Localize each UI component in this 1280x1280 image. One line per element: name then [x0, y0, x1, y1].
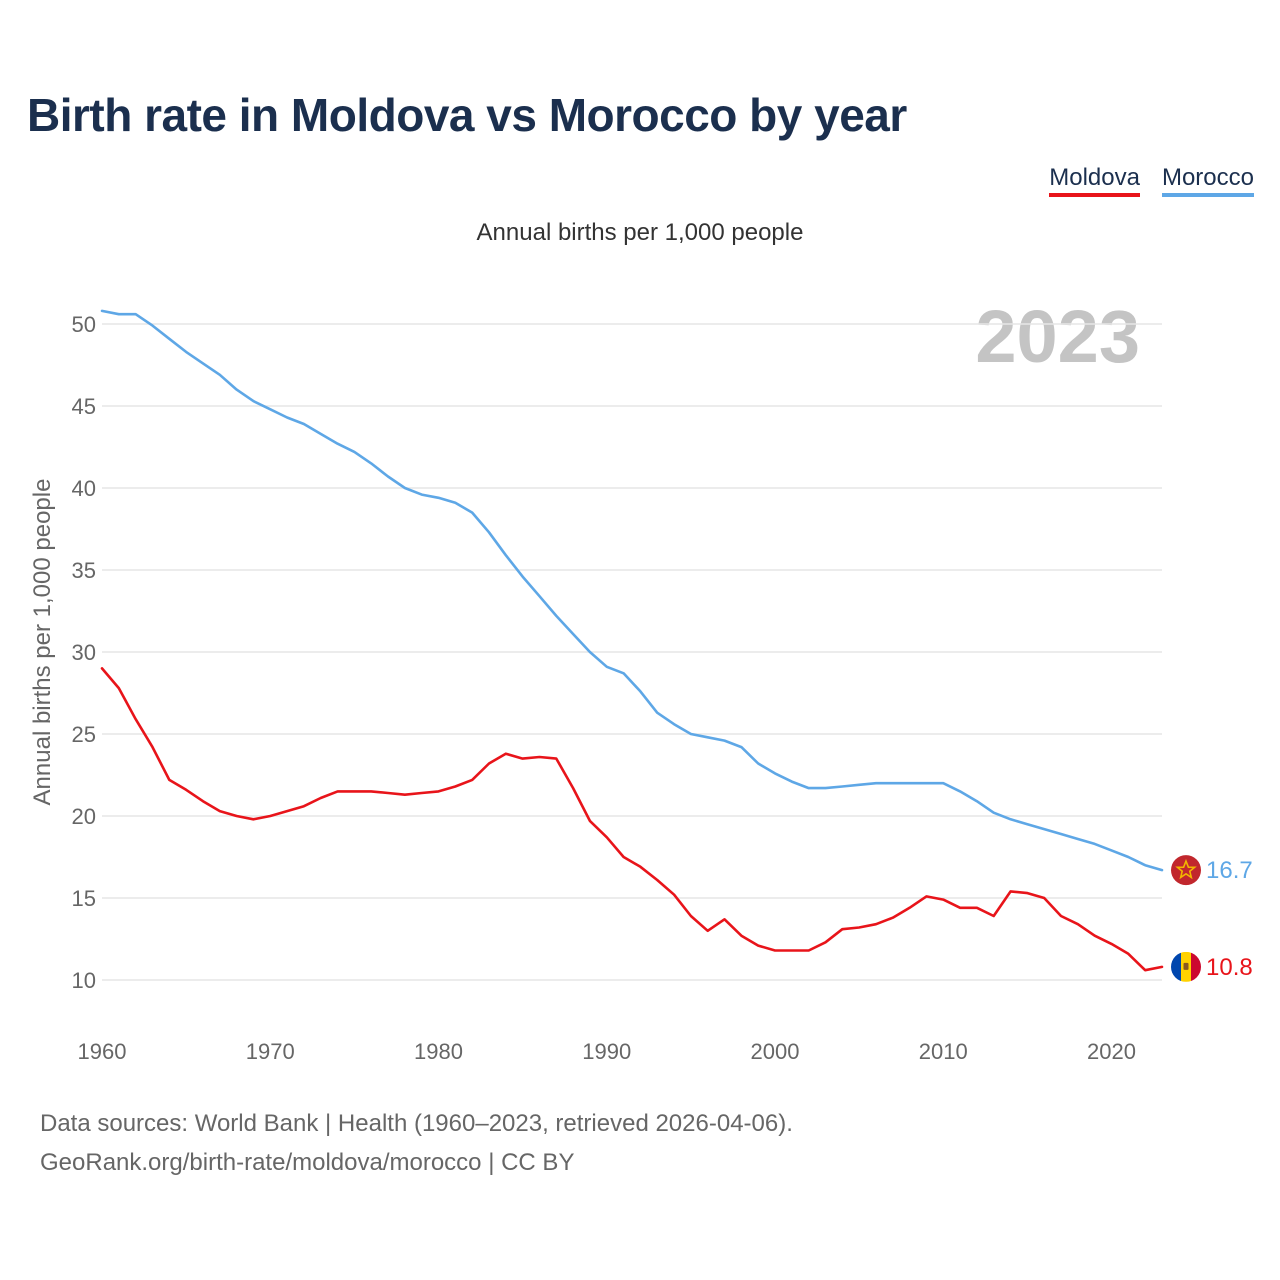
y-axis-label: Annual births per 1,000 people: [29, 479, 56, 806]
end-label-morocco: 16.7: [1206, 857, 1253, 884]
y-tick-label-25: 25: [72, 722, 96, 747]
x-tick-label-1960: 1960: [78, 1039, 127, 1064]
line-chart: Annual births per 1,000 people Annual bi…: [29, 219, 1253, 1064]
y-tick-label-45: 45: [72, 394, 96, 419]
legend-item-moldova[interactable]: Moldova: [1049, 164, 1140, 197]
series-line-moldova: [100, 667, 1164, 972]
morocco-flag-field: [1171, 855, 1201, 886]
x-tick-label-1970: 1970: [246, 1039, 295, 1064]
x-tick-label-2020: 2020: [1087, 1039, 1136, 1064]
end-label-moldova: 10.8: [1206, 954, 1253, 981]
chart-title: Birth rate in Moldova vs Morocco by year: [27, 89, 907, 141]
morocco-flag-star: [1175, 858, 1197, 880]
x-tick-label-2000: 2000: [751, 1039, 800, 1064]
y-tick-label-10: 10: [72, 968, 96, 993]
y-tick-label-40: 40: [72, 476, 96, 501]
footer-link[interactable]: GeoRank.org/birth-rate/moldova/morocco |…: [40, 1149, 575, 1176]
series-lines: [100, 309, 1164, 972]
x-tick-label-1990: 1990: [582, 1039, 631, 1064]
legend-item-morocco[interactable]: Morocco: [1161, 164, 1254, 197]
moldova-flag-blue: [1171, 951, 1181, 982]
moldova-flag-icon: [1171, 951, 1201, 982]
chart-subtitle: Annual births per 1,000 people: [477, 219, 804, 246]
y-tick-label-15: 15: [72, 886, 96, 911]
footer-source: Data sources: World Bank | Health (1960–…: [40, 1110, 793, 1137]
moldova-flag-emblem: [1183, 962, 1189, 970]
gridlines: [102, 323, 1162, 981]
morocco-flag-icon: [1171, 855, 1201, 886]
legend: Moldova Morocco: [1049, 164, 1254, 197]
axis-ticks: 10 15 20 25 30 35 40 45 50 1960 1970 1980 1990 2000 20…: [72, 312, 1136, 1064]
y-tick-label-20: 20: [72, 804, 96, 829]
footer: Data sources: World Bank | Health (1960–…: [40, 1104, 793, 1182]
moldova-flag-stripes: [1171, 951, 1201, 982]
moldova-flag-red: [1191, 951, 1201, 982]
series-line-morocco: [100, 309, 1164, 872]
y-tick-label-50: 50: [72, 312, 96, 337]
y-tick-label-30: 30: [72, 640, 96, 665]
x-tick-label-1980: 1980: [414, 1039, 463, 1064]
year-watermark: 2023: [975, 295, 1140, 378]
series-end-markers: 10.8 16.7: [1171, 855, 1253, 982]
y-tick-label-35: 35: [72, 558, 96, 583]
x-tick-label-2010: 2010: [919, 1039, 968, 1064]
